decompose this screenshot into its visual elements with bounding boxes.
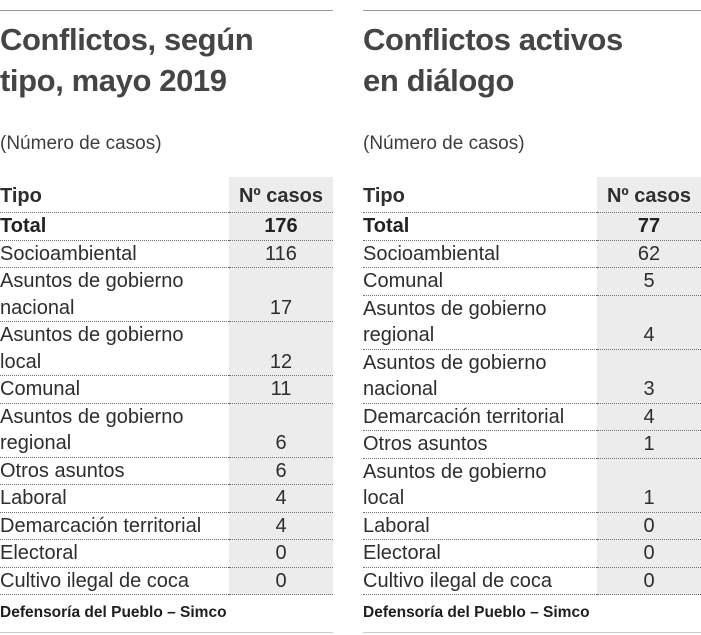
row-label: Electoral: [363, 539, 597, 568]
data-table: Tipo Nº casos Total 77 Socioambiental 62…: [363, 177, 701, 595]
row-label: Total: [363, 212, 597, 241]
row-label: Electoral: [0, 539, 229, 568]
table-body: Total 77 Socioambiental 62 Comunal 5 Asu…: [363, 212, 701, 595]
row-value: 6: [229, 403, 333, 458]
table-row: Laboral 0: [363, 512, 701, 540]
row-label: Asuntos de gobierno regional: [363, 295, 597, 350]
row-label: Laboral: [363, 512, 597, 540]
chart-title: Conflictos activos en diálogo: [363, 22, 623, 98]
table-row: Demarcación territorial 4: [0, 512, 333, 540]
row-label: Otros asuntos: [0, 457, 229, 485]
table-body: Total 176 Socioambiental 116 Asuntos de …: [0, 212, 333, 595]
table-row: Total 176: [0, 212, 333, 241]
top-rule: [0, 10, 333, 11]
table-row: Socioambiental 62: [363, 240, 701, 268]
table-header-row: Tipo Nº casos: [0, 177, 333, 213]
row-value: 6: [229, 457, 333, 485]
row-value: 0: [597, 567, 701, 595]
row-value: 17: [229, 267, 333, 322]
row-label: Socioambiental: [363, 240, 597, 268]
row-label: Asuntos de gobierno nacional: [0, 267, 229, 322]
row-value: 11: [229, 375, 333, 404]
table-row: Asuntos de gobierno local 1: [363, 458, 701, 513]
table-row: Asuntos de gobierno nacional 17: [0, 267, 333, 322]
table-row: Asuntos de gobierno regional 4: [363, 295, 701, 350]
row-label: Socioambiental: [0, 240, 229, 268]
table-row: Socioambiental 116: [0, 240, 333, 268]
row-value: 0: [597, 512, 701, 540]
table-row: Total 77: [363, 212, 701, 241]
column-header-type: Tipo: [363, 177, 597, 213]
row-label: Demarcación territorial: [363, 403, 597, 431]
column-header-cases: Nº casos: [597, 177, 701, 213]
row-label: Demarcación territorial: [0, 512, 229, 540]
chart-subtitle: (Número de casos): [0, 133, 162, 154]
source-credit: Defensoría del Pueblo – Simco: [363, 595, 701, 633]
table-row: Comunal 11: [0, 375, 333, 404]
row-value: 1: [597, 430, 701, 459]
row-value: 4: [597, 295, 701, 350]
row-label: Cultivo ilegal de coca: [0, 567, 229, 595]
source-credit: Defensoría del Pueblo – Simco: [0, 595, 333, 633]
row-value: 0: [229, 567, 333, 595]
row-value: 176: [229, 212, 333, 241]
row-value: 77: [597, 212, 701, 241]
panel-conflicts-by-type: Conflictos, según tipo, mayo 2019 (Númer…: [0, 0, 333, 633]
row-label: Asuntos de gobierno local: [363, 458, 597, 513]
table-row: Asuntos de gobierno local 12: [0, 321, 333, 376]
table-row: Electoral 0: [363, 539, 701, 568]
table-row: Laboral 4: [0, 484, 333, 513]
column-header-type: Tipo: [0, 177, 229, 213]
table-row: Comunal 5: [363, 267, 701, 296]
row-label: Comunal: [0, 375, 229, 404]
row-label: Cultivo ilegal de coca: [363, 567, 597, 595]
table-row: Cultivo ilegal de coca 0: [0, 567, 333, 595]
table-header-row: Tipo Nº casos: [363, 177, 701, 213]
row-value: 0: [597, 539, 701, 568]
data-table: Tipo Nº casos Total 176 Socioambiental 1…: [0, 177, 333, 595]
row-value: 12: [229, 321, 333, 376]
row-label: Total: [0, 212, 229, 241]
top-rule: [363, 10, 701, 11]
panel-active-conflicts-in-dialogue: Conflictos activos en diálogo (Número de…: [363, 0, 701, 633]
row-value: 62: [597, 240, 701, 268]
row-value: 116: [229, 240, 333, 268]
row-label: Asuntos de gobierno nacional: [363, 349, 597, 404]
row-value: 5: [597, 267, 701, 296]
table-row: Electoral 0: [0, 539, 333, 568]
row-label: Otros asuntos: [363, 430, 597, 459]
table-row: Asuntos de gobierno regional 6: [0, 403, 333, 458]
table-row: Asuntos de gobierno nacional 3: [363, 349, 701, 404]
chart-subtitle: (Número de casos): [363, 133, 525, 154]
row-label: Laboral: [0, 484, 229, 513]
table-row: Otros asuntos 6: [0, 457, 333, 485]
row-value: 0: [229, 539, 333, 568]
row-label: Asuntos de gobierno regional: [0, 403, 229, 458]
row-value: 1: [597, 458, 701, 513]
row-value: 4: [597, 403, 701, 431]
column-header-cases: Nº casos: [229, 177, 333, 213]
table-row: Otros asuntos 1: [363, 430, 701, 459]
row-value: 4: [229, 484, 333, 513]
row-label: Comunal: [363, 267, 597, 296]
table-row: Cultivo ilegal de coca 0: [363, 567, 701, 595]
row-value: 4: [229, 512, 333, 540]
table-row: Demarcación territorial 4: [363, 403, 701, 431]
row-value: 3: [597, 349, 701, 404]
chart-title: Conflictos, según tipo, mayo 2019: [0, 22, 254, 98]
row-label: Asuntos de gobierno local: [0, 321, 229, 376]
